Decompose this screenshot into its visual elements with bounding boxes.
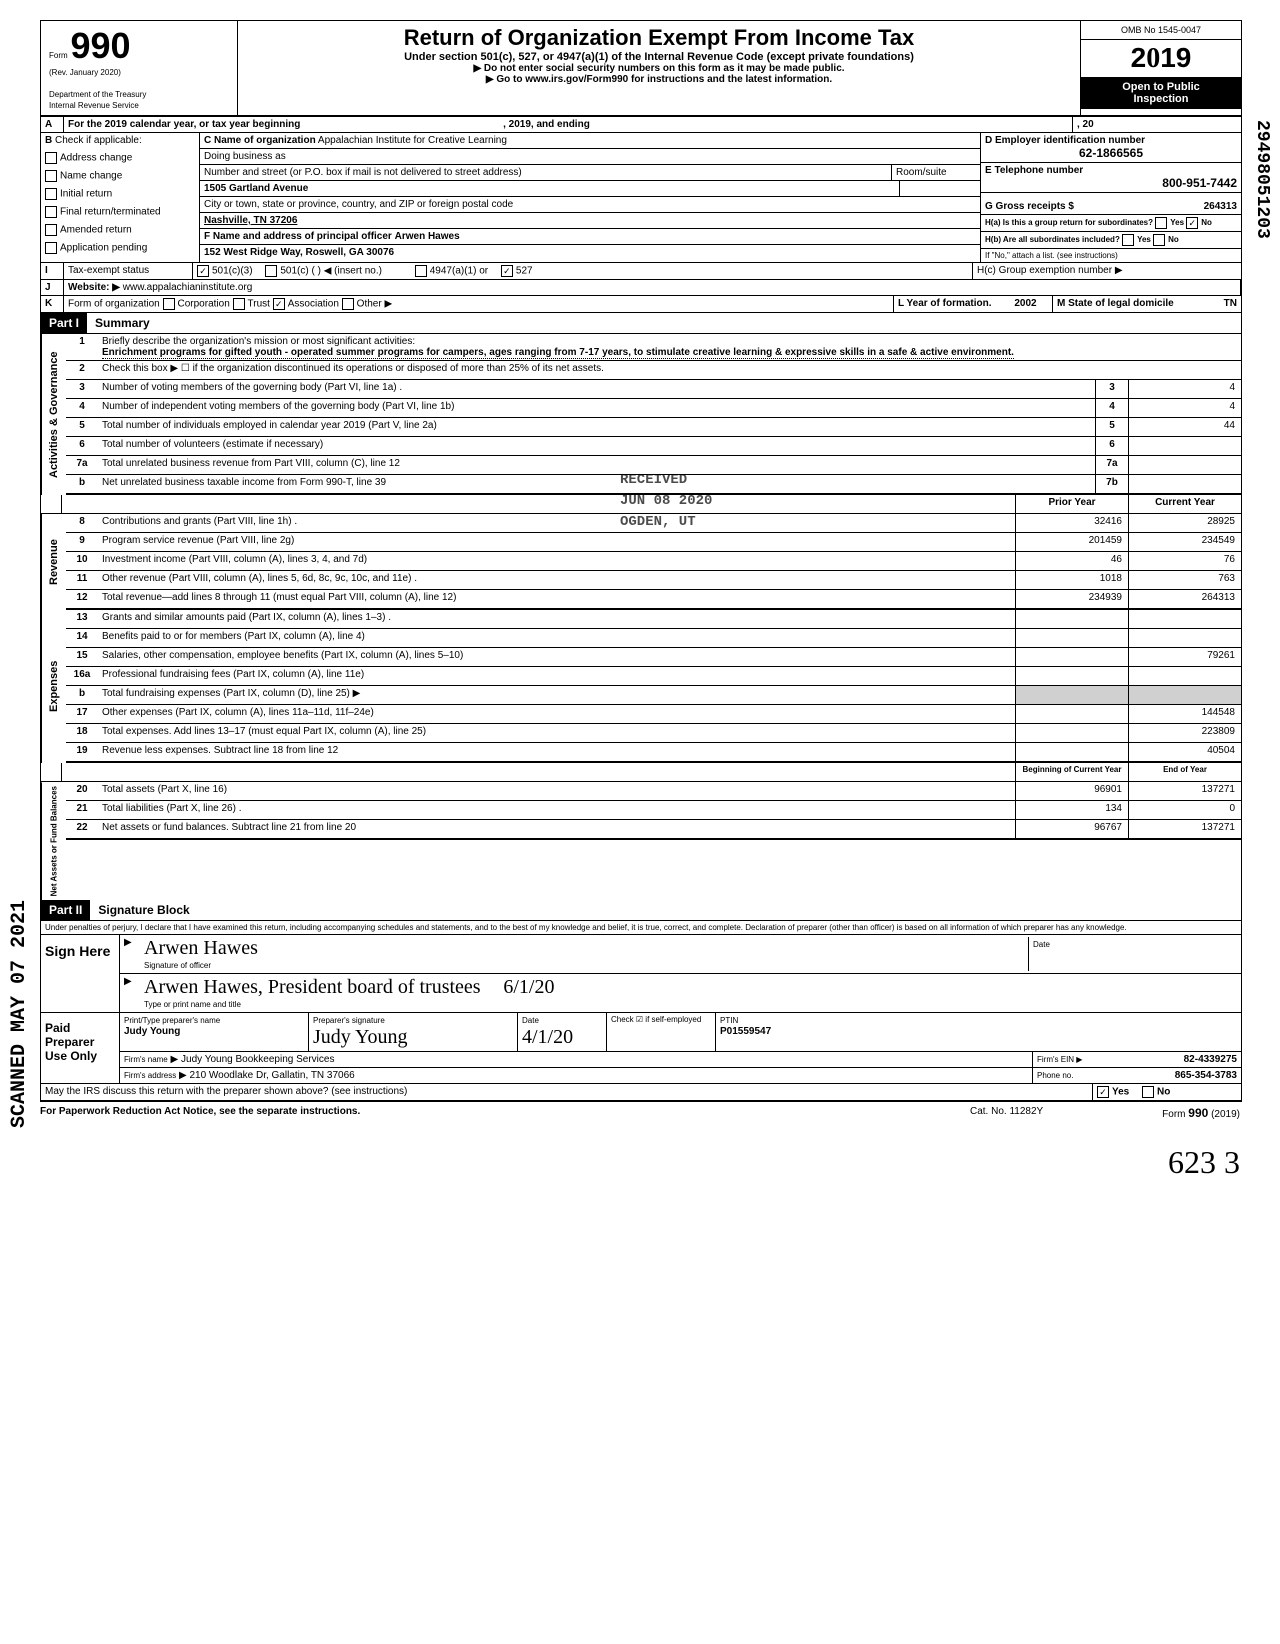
label-expenses: Expenses	[41, 610, 66, 763]
checkbox-final-return[interactable]	[45, 206, 57, 218]
checkbox-4947[interactable]	[415, 265, 427, 277]
form-number-box: Form 990 (Rev. January 2020) Department …	[41, 21, 238, 115]
side-number: 29498051203	[1252, 120, 1272, 239]
page-footer: For Paperwork Reduction Act Notice, see …	[40, 1102, 1240, 1124]
title-box: Return of Organization Exempt From Incom…	[238, 21, 1080, 115]
checkbox-other[interactable]	[342, 298, 354, 310]
checkbox-assoc[interactable]: ✓	[273, 298, 285, 310]
form-ref: Form 990 (2019)	[1162, 1109, 1240, 1120]
paid-preparer-block: Paid Preparer Use Only Print/Type prepar…	[41, 1013, 1241, 1084]
checkbox-name-change[interactable]	[45, 170, 57, 182]
preparer-signature: Judy Young	[313, 1026, 407, 1048]
scanned-stamp: SCANNED MAY 07 2021	[8, 900, 31, 1128]
row-k: K Form of organization Corporation Trust…	[41, 296, 1241, 313]
sign-here-block: Sign Here ▶ Arwen Hawes Signature of off…	[41, 935, 1241, 1013]
handwritten-note: 623 3	[40, 1144, 1240, 1181]
row-j: J Website: ▶ www.appalachianinstitute.or…	[41, 280, 1241, 296]
perjury-statement: Under penalties of perjury, I declare th…	[41, 921, 1241, 935]
label-net-assets: Net Assets or Fund Balances	[41, 782, 66, 900]
label-revenue: Revenue	[41, 514, 66, 610]
checkbox-527[interactable]: ✓	[501, 265, 513, 277]
checkbox-address-change[interactable]	[45, 152, 57, 164]
row-a: A For the 2019 calendar year, or tax yea…	[41, 117, 1241, 133]
checkbox-501c[interactable]	[265, 265, 277, 277]
checkbox-discuss-no[interactable]	[1142, 1086, 1154, 1098]
checkbox-hb-yes[interactable]	[1122, 234, 1134, 246]
form-header: Form 990 (Rev. January 2020) Department …	[41, 21, 1241, 117]
part2-header: Part II Signature Block	[41, 900, 1241, 921]
checkbox-amended[interactable]	[45, 224, 57, 236]
officer-name-title: Arwen Hawes, President board of trustees	[144, 976, 481, 998]
checkbox-hb-no[interactable]	[1153, 234, 1165, 246]
checkbox-initial-return[interactable]	[45, 188, 57, 200]
checkbox-application-pending[interactable]	[45, 242, 57, 254]
checkbox-trust[interactable]	[233, 298, 245, 310]
checkbox-discuss-yes[interactable]: ✓	[1097, 1086, 1109, 1098]
part1-body: Activities & Governance 1 Briefly descri…	[41, 334, 1241, 495]
officer-signature: Arwen Hawes	[144, 937, 258, 959]
discuss-row: May the IRS discuss this return with the…	[41, 1084, 1241, 1101]
checkbox-ha-no[interactable]: ✓	[1186, 217, 1198, 229]
omb-box: OMB No 1545-0047 20201919 Open to Public…	[1080, 21, 1241, 115]
row-i: I Tax-exempt status ✓501(c)(3) 501(c) ( …	[41, 263, 1241, 280]
label-governance: Activities & Governance	[41, 334, 66, 495]
identity-block: B Check if applicable: Address change Na…	[41, 133, 1241, 263]
checkbox-corp[interactable]	[163, 298, 175, 310]
checkbox-ha-yes[interactable]	[1155, 217, 1167, 229]
part1-header: Part I Summary	[41, 313, 1241, 334]
checkbox-501c3[interactable]: ✓	[197, 265, 209, 277]
form-990-page: Form 990 (Rev. January 2020) Department …	[40, 20, 1242, 1102]
